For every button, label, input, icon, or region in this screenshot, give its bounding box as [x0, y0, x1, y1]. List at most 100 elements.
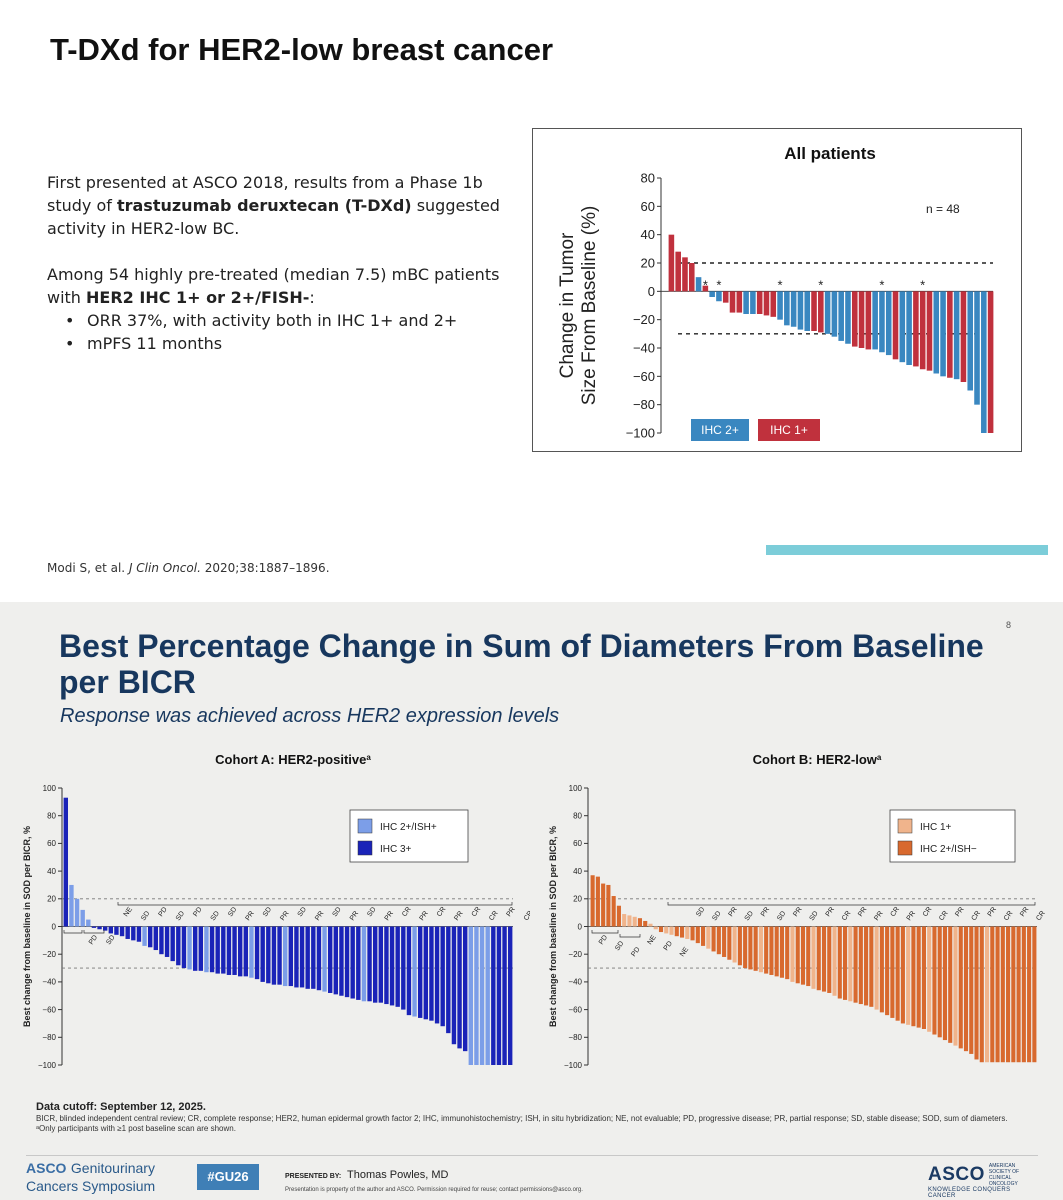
- response-label: PR: [857, 906, 868, 918]
- asco-gu-logo: ASCO Genitourinary Cancers Symposium: [26, 1160, 196, 1196]
- cohort-b-waterfall-chart: Cohort B: HER2-lowa Best change from base…: [548, 752, 1047, 1070]
- bar: [732, 926, 737, 963]
- bar: [102, 926, 108, 931]
- legend-label: IHC 2+: [701, 423, 739, 437]
- chart-title-superscript: a: [877, 753, 882, 762]
- y-tick-label: 100: [569, 784, 583, 793]
- response-label: SD: [332, 906, 343, 918]
- bar: [674, 926, 679, 937]
- response-label: CR: [523, 910, 530, 922]
- bar: [979, 926, 984, 1063]
- response-label: PD: [630, 946, 641, 958]
- response-label: SD: [297, 906, 308, 918]
- bar: [916, 926, 921, 1028]
- bar: [748, 926, 753, 970]
- bar: [688, 263, 695, 292]
- response-label: PR: [349, 910, 360, 922]
- chart-title: All patients: [784, 144, 876, 163]
- bar: [933, 291, 940, 374]
- y-tick-label: 20: [641, 256, 655, 271]
- bar: [960, 291, 967, 382]
- bar: [963, 926, 969, 1052]
- y-tick-label: 20: [47, 895, 56, 904]
- response-label: SD: [105, 934, 116, 946]
- bar: [864, 926, 869, 1006]
- bar: [895, 926, 900, 1021]
- bar: [858, 926, 863, 1005]
- bar: [911, 926, 916, 1027]
- footnote-a: ᵃOnly participants with ≥1 post baseline…: [36, 1124, 236, 1133]
- bar: [958, 926, 963, 1049]
- legend-swatch: [691, 419, 749, 441]
- bar: [164, 926, 170, 957]
- legend-label: IHC 1+: [920, 822, 952, 833]
- bar: [401, 926, 406, 1010]
- response-label: CR: [922, 906, 934, 918]
- bar: [811, 291, 817, 331]
- bar: [1021, 926, 1026, 1063]
- bar: [611, 896, 616, 927]
- response-bracket: [619, 934, 641, 938]
- bar: [395, 926, 400, 1007]
- hashtag-badge: #GU26: [197, 1164, 259, 1190]
- response-label: PR: [279, 910, 290, 922]
- bar: [108, 926, 114, 934]
- response-label: NE: [679, 946, 691, 958]
- accent-bar: [766, 545, 1048, 555]
- bar: [142, 926, 147, 946]
- bar: [737, 926, 742, 966]
- bar: [702, 285, 709, 292]
- bar: [136, 926, 142, 942]
- asterisk-marker: *: [703, 277, 708, 292]
- logo-symposium-text: Cancers Symposium: [26, 1178, 156, 1194]
- bar: [821, 926, 827, 992]
- presented-by-label: PRESENTED BY:: [285, 1173, 342, 1180]
- abbreviations: BICR, blinded independent central review…: [36, 1114, 1008, 1123]
- response-label: PD: [158, 906, 169, 918]
- bottom-slide-subtitle: Response was achieved across HER2 expres…: [60, 705, 560, 727]
- bar: [590, 875, 595, 927]
- response-label: SD: [227, 906, 238, 918]
- bar: [653, 926, 658, 930]
- y-tick-label: 40: [573, 867, 582, 876]
- y-tick-label: 0: [52, 922, 57, 931]
- bar: [226, 926, 232, 975]
- bar: [288, 926, 294, 987]
- bar: [632, 916, 637, 927]
- response-label: PR: [1019, 906, 1030, 918]
- bar: [865, 291, 872, 350]
- citation-authors: Modi S, et al.: [47, 561, 129, 575]
- bar: [679, 926, 685, 938]
- bar: [685, 926, 690, 939]
- y-tick-label: −40: [568, 978, 582, 987]
- bar: [919, 291, 926, 370]
- top-slide-title: T-DXd for HER2-low breast cancer: [50, 32, 554, 67]
- bar: [806, 926, 811, 987]
- asterisk-marker: *: [778, 277, 783, 292]
- response-label: SD: [140, 910, 151, 922]
- response-label: SD: [711, 910, 722, 922]
- bar: [423, 926, 429, 1020]
- bar: [682, 257, 688, 292]
- bar: [451, 926, 457, 1045]
- response-label: NE: [647, 934, 659, 946]
- bar: [790, 291, 797, 327]
- response-label: PR: [792, 906, 803, 918]
- bar: [462, 926, 468, 1052]
- response-label: PR: [419, 910, 430, 922]
- bar: [595, 876, 600, 927]
- bar: [811, 926, 816, 989]
- bar: [80, 909, 85, 927]
- bar: [942, 926, 948, 1041]
- y-tick-label: −80: [568, 1033, 582, 1042]
- bar: [797, 291, 804, 330]
- bar: [372, 926, 378, 1003]
- asterisk-marker: *: [920, 277, 925, 292]
- response-label: PR: [314, 910, 325, 922]
- bar: [711, 926, 716, 952]
- bar: [367, 926, 372, 1002]
- bar: [221, 926, 226, 974]
- bar: [716, 926, 721, 955]
- population-paragraph: Among 54 highly pre-treated (median 7.5)…: [47, 263, 507, 309]
- bar: [299, 926, 305, 988]
